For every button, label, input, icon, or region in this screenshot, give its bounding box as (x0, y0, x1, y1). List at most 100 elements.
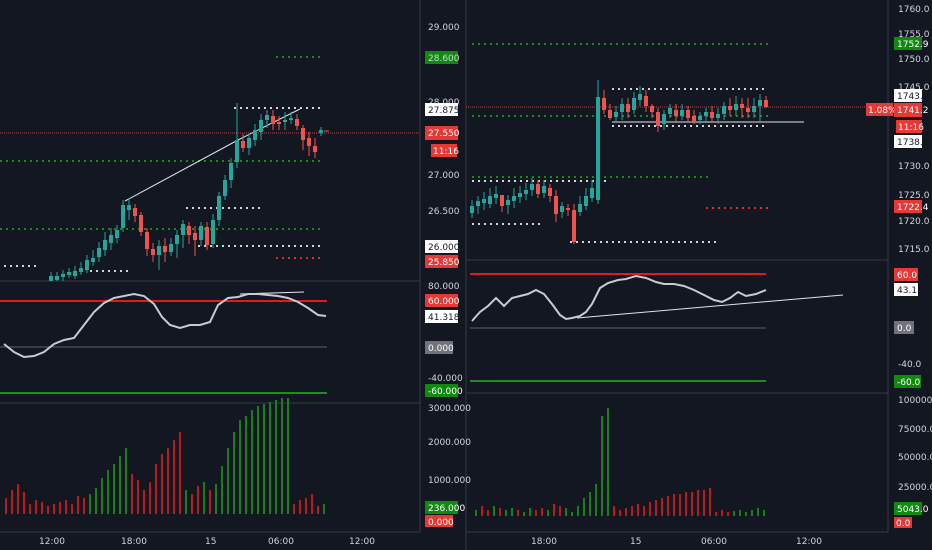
pivot-dot (718, 43, 720, 45)
right-cci-trendline[interactable] (576, 294, 844, 319)
pivot-dot (270, 245, 272, 247)
pivot-dot (36, 228, 38, 230)
pivot-dot (604, 180, 606, 182)
pivot-dot (174, 228, 176, 230)
right-price-tick: 1725.0 (898, 191, 930, 201)
volume-bar (281, 398, 283, 514)
left-trendline[interactable] (124, 139, 239, 202)
pivot-dot (720, 125, 722, 127)
left-chart[interactable]: 29.000 28.000 27.000 26.500 28.600 27.87… (0, 23, 471, 547)
pivot-dot (556, 180, 558, 182)
svg-text:1752.9: 1752.9 (897, 40, 929, 50)
candle-body (626, 104, 630, 112)
pivot-dot (258, 228, 260, 230)
pivot-dot (472, 176, 474, 178)
pivot-dot (742, 115, 744, 117)
right-chart[interactable]: 1760.0 1755.0 1750.0 1745.0 1730.0 1725.… (466, 5, 932, 547)
candle-body (109, 235, 113, 243)
pivot-dot (240, 245, 242, 247)
pivot-dot (508, 43, 510, 45)
pivot-dot (114, 270, 116, 272)
pivot-dot (562, 176, 564, 178)
svg-text:41.318: 41.318 (428, 313, 460, 323)
pivot-dot (664, 43, 666, 45)
pivot-dot (750, 125, 752, 127)
pivot-dot (264, 228, 266, 230)
pivot-dot (228, 160, 230, 162)
pivot-dot (580, 115, 582, 117)
pivot-dot (592, 176, 594, 178)
pivot-dot (102, 160, 104, 162)
pivot-dot (156, 228, 158, 230)
pivot-dot (744, 125, 746, 127)
pivot-dot (34, 265, 36, 267)
volume-bar (233, 432, 235, 514)
volume-bar (655, 500, 657, 516)
left-trendline-upper[interactable] (237, 108, 301, 141)
left-price-axis[interactable]: 29.000 28.000 27.000 26.500 28.600 27.87… (425, 23, 471, 528)
pivot-dot (222, 207, 224, 209)
candle-body (566, 208, 570, 210)
svg-text:0.0: 0.0 (897, 324, 912, 334)
pivot-dot (90, 228, 92, 230)
candle-body (542, 186, 546, 193)
candle-body (524, 190, 528, 194)
candle-body (283, 120, 287, 122)
pivot-dot (660, 125, 662, 127)
pivot-dot (484, 223, 486, 225)
candle-body (560, 206, 564, 212)
pivot-dot (240, 207, 242, 209)
volume-bar (17, 484, 19, 514)
pivot-dot (702, 88, 704, 90)
pivot-dot (634, 43, 636, 45)
pivot-dot (18, 228, 20, 230)
pivot-dot (502, 43, 504, 45)
pivot-dot (282, 257, 284, 259)
candle-body (764, 100, 768, 107)
pivot-dot (630, 88, 632, 90)
pivot-dot (586, 115, 588, 117)
pivot-dot (60, 160, 62, 162)
candle-body (494, 194, 498, 198)
pivot-dot (306, 56, 308, 58)
volume-bar (535, 510, 537, 516)
pivot-dot (270, 228, 272, 230)
candle-body (752, 106, 756, 112)
pivot-dot (628, 43, 630, 45)
pivot-dot (714, 125, 716, 127)
pivot-dot (234, 207, 236, 209)
pivot-dot (300, 257, 302, 259)
pivot-dot (288, 56, 290, 58)
pivot-dot (198, 207, 200, 209)
pivot-dot (18, 160, 20, 162)
left-time-axis[interactable]: 12:00 18:00 15 06:00 12:00 (39, 537, 375, 547)
left-support-tag: 26.000 (425, 240, 460, 253)
pivot-dot (642, 88, 644, 90)
pivot-dot (240, 160, 242, 162)
pivot-dot (490, 223, 492, 225)
pivot-dot (556, 115, 558, 117)
volume-bar (637, 504, 639, 516)
pivot-dot (90, 160, 92, 162)
pivot-dot (54, 160, 56, 162)
pivot-dot (568, 180, 570, 182)
pivot-dot (252, 228, 254, 230)
candle-body (175, 235, 179, 244)
volume-bar (475, 510, 477, 516)
pivot-dot (582, 241, 584, 243)
pivot-dot (246, 160, 248, 162)
pivot-dot (652, 43, 654, 45)
right-time-axis[interactable]: 18:00 15 06:00 12:00 (531, 537, 822, 547)
right-support-tag: 1738.0 (894, 135, 929, 148)
pivot-dot (766, 115, 768, 117)
candle-body (277, 122, 281, 124)
right-price-axis[interactable]: 1760.0 1755.0 1750.0 1745.0 1730.0 1725.… (866, 5, 932, 529)
candle-body (680, 110, 684, 116)
pivot-dot (672, 125, 674, 127)
pivot-dot (742, 43, 744, 45)
pivot-dot (766, 207, 768, 209)
volume-bar (487, 510, 489, 516)
left-cci-tick: 80.000 (428, 282, 460, 292)
pivot-dot (204, 207, 206, 209)
candle-body (530, 184, 534, 190)
